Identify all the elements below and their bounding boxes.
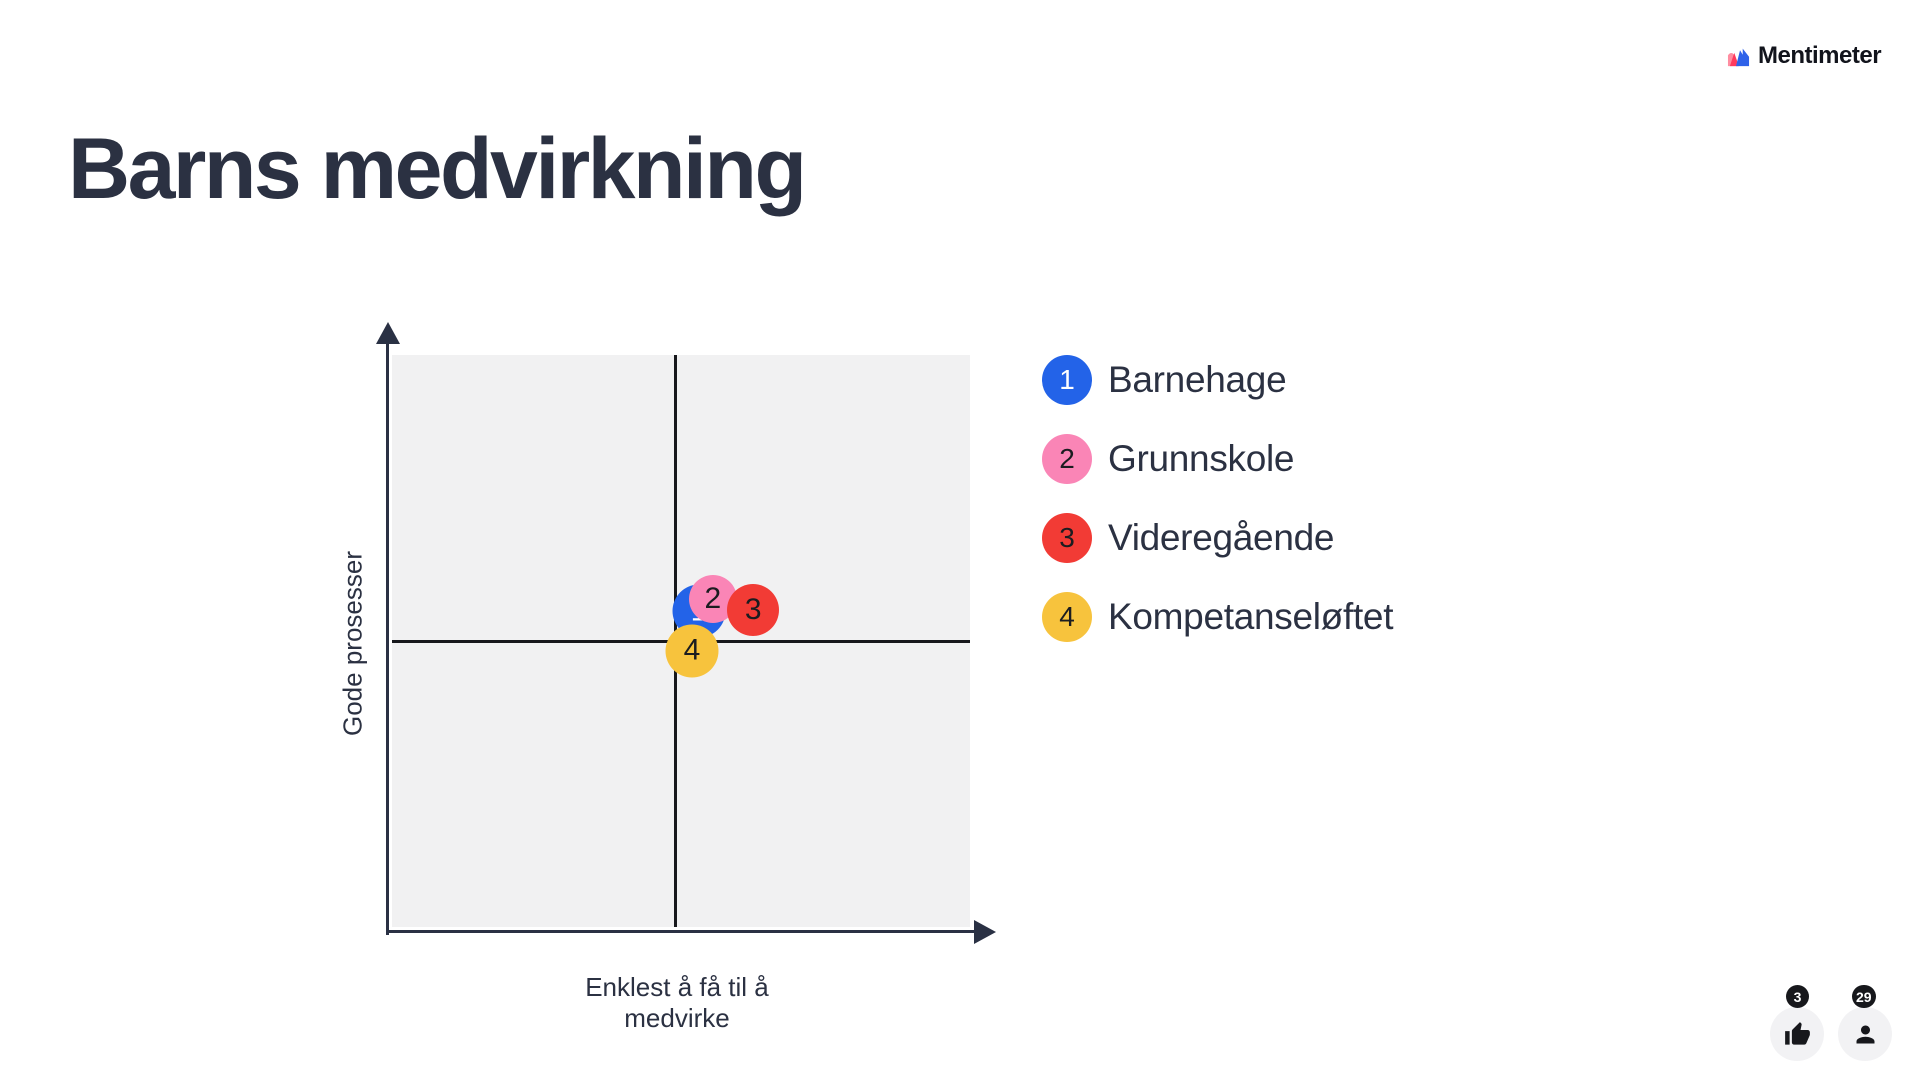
- likes-count-badge: 3: [1786, 985, 1809, 1008]
- legend-marker-number: 3: [1059, 522, 1075, 553]
- legend-item-kompetanseloftet: 4 Kompetanseløftet: [1042, 592, 1393, 642]
- mentimeter-logo-icon: [1727, 48, 1750, 66]
- legend-label: Grunnskole: [1108, 438, 1295, 479]
- legend-label: Videregående: [1108, 517, 1335, 558]
- data-point-4-kompetanseloftet[interactable]: 4: [665, 624, 719, 678]
- y-axis-arrow-icon: [376, 322, 400, 344]
- x-axis-label: Enklest å få til å medvirke: [585, 972, 769, 1033]
- participants-button[interactable]: [1838, 1007, 1892, 1061]
- legend-marker-4: 4: [1042, 592, 1092, 642]
- legend-marker-number: 2: [1059, 443, 1075, 474]
- mentimeter-wordmark: Mentimeter: [1758, 42, 1882, 69]
- legend-label: Kompetanseløftet: [1108, 596, 1394, 637]
- legend-marker-number: 1: [1059, 364, 1075, 395]
- legend-item-grunnskole: 2 Grunnskole: [1042, 434, 1393, 484]
- slide-title: Barns medvirkning: [68, 121, 807, 217]
- mentimeter-logo: Mentimeter: [1727, 42, 1882, 70]
- data-point-3-videregaende[interactable]: 3: [727, 584, 780, 637]
- quadrant-chart: 1 2 3 4: [392, 355, 970, 927]
- legend: 1 Barnehage 2 Grunnskole 3 Videregående …: [1042, 355, 1393, 642]
- legend-item-barnehage: 1 Barnehage: [1042, 355, 1393, 405]
- person-icon: [1856, 1025, 1874, 1043]
- data-point-number: 3: [744, 593, 762, 627]
- legend-marker-number: 4: [1059, 601, 1075, 632]
- x-axis-line: [386, 930, 975, 933]
- data-point-number: 4: [683, 633, 701, 667]
- data-point-number: 2: [704, 582, 722, 616]
- x-axis-arrow-icon: [974, 920, 996, 944]
- legend-marker-1: 1: [1042, 355, 1092, 405]
- y-axis-line: [386, 342, 389, 935]
- legend-marker-3: 3: [1042, 513, 1092, 563]
- legend-label: Barnehage: [1108, 359, 1287, 400]
- participants-count-badge: 29: [1852, 985, 1876, 1008]
- thumbs-up-icon: [1784, 1021, 1810, 1045]
- legend-marker-2: 2: [1042, 434, 1092, 484]
- likes-button[interactable]: [1770, 1007, 1824, 1061]
- legend-item-videregaende: 3 Videregående: [1042, 513, 1393, 563]
- y-axis-label: Gode prosesser: [337, 551, 368, 736]
